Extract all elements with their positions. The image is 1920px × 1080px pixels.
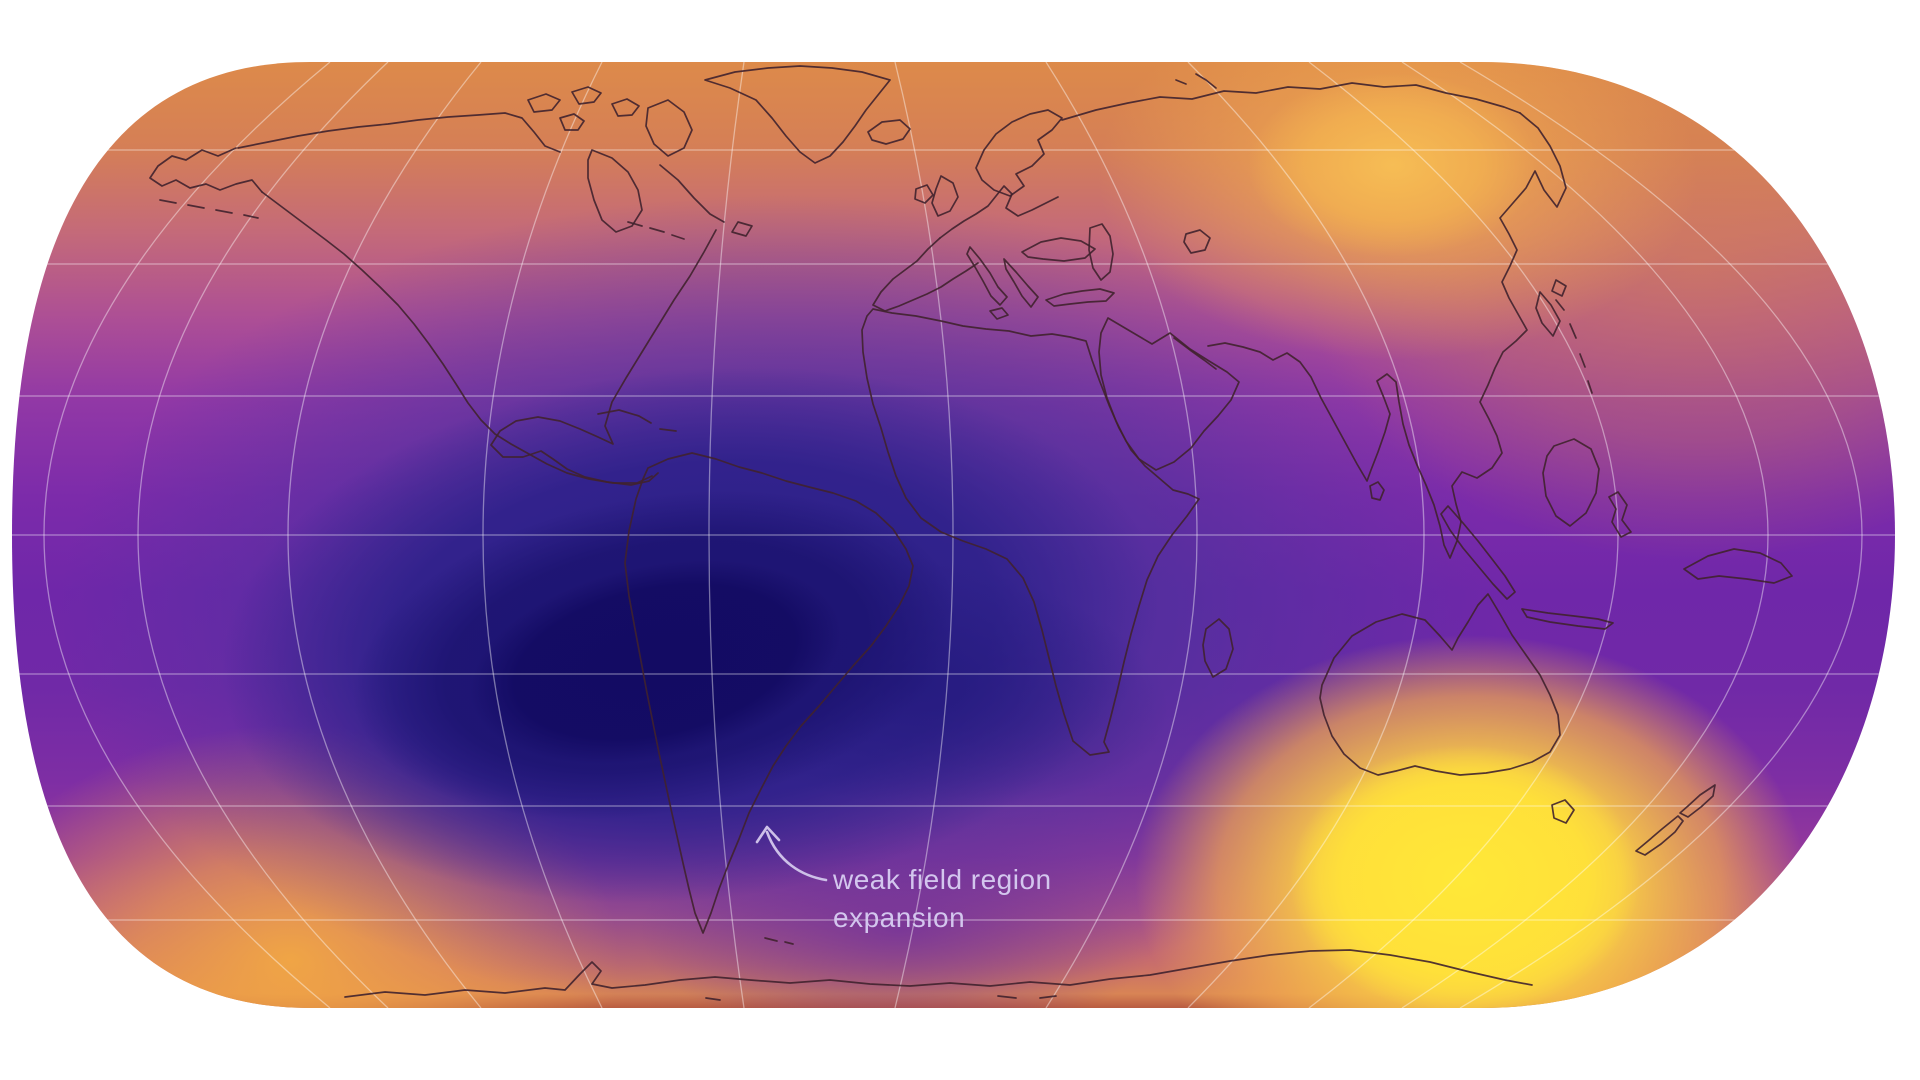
weak-field-region-core <box>470 560 840 764</box>
annotation-arrow-icon <box>755 825 828 882</box>
annotation-label-line2: expansion <box>833 902 965 933</box>
annotation: weak field region expansion <box>755 825 1052 933</box>
graticule <box>12 62 1895 1008</box>
strong-field-spot-northeast-core <box>1248 73 1538 257</box>
coastlines <box>149 65 1793 1001</box>
annotation-label-line1: weak field region <box>832 864 1052 895</box>
strong-field-spot-southeast-core <box>1290 745 1640 1008</box>
